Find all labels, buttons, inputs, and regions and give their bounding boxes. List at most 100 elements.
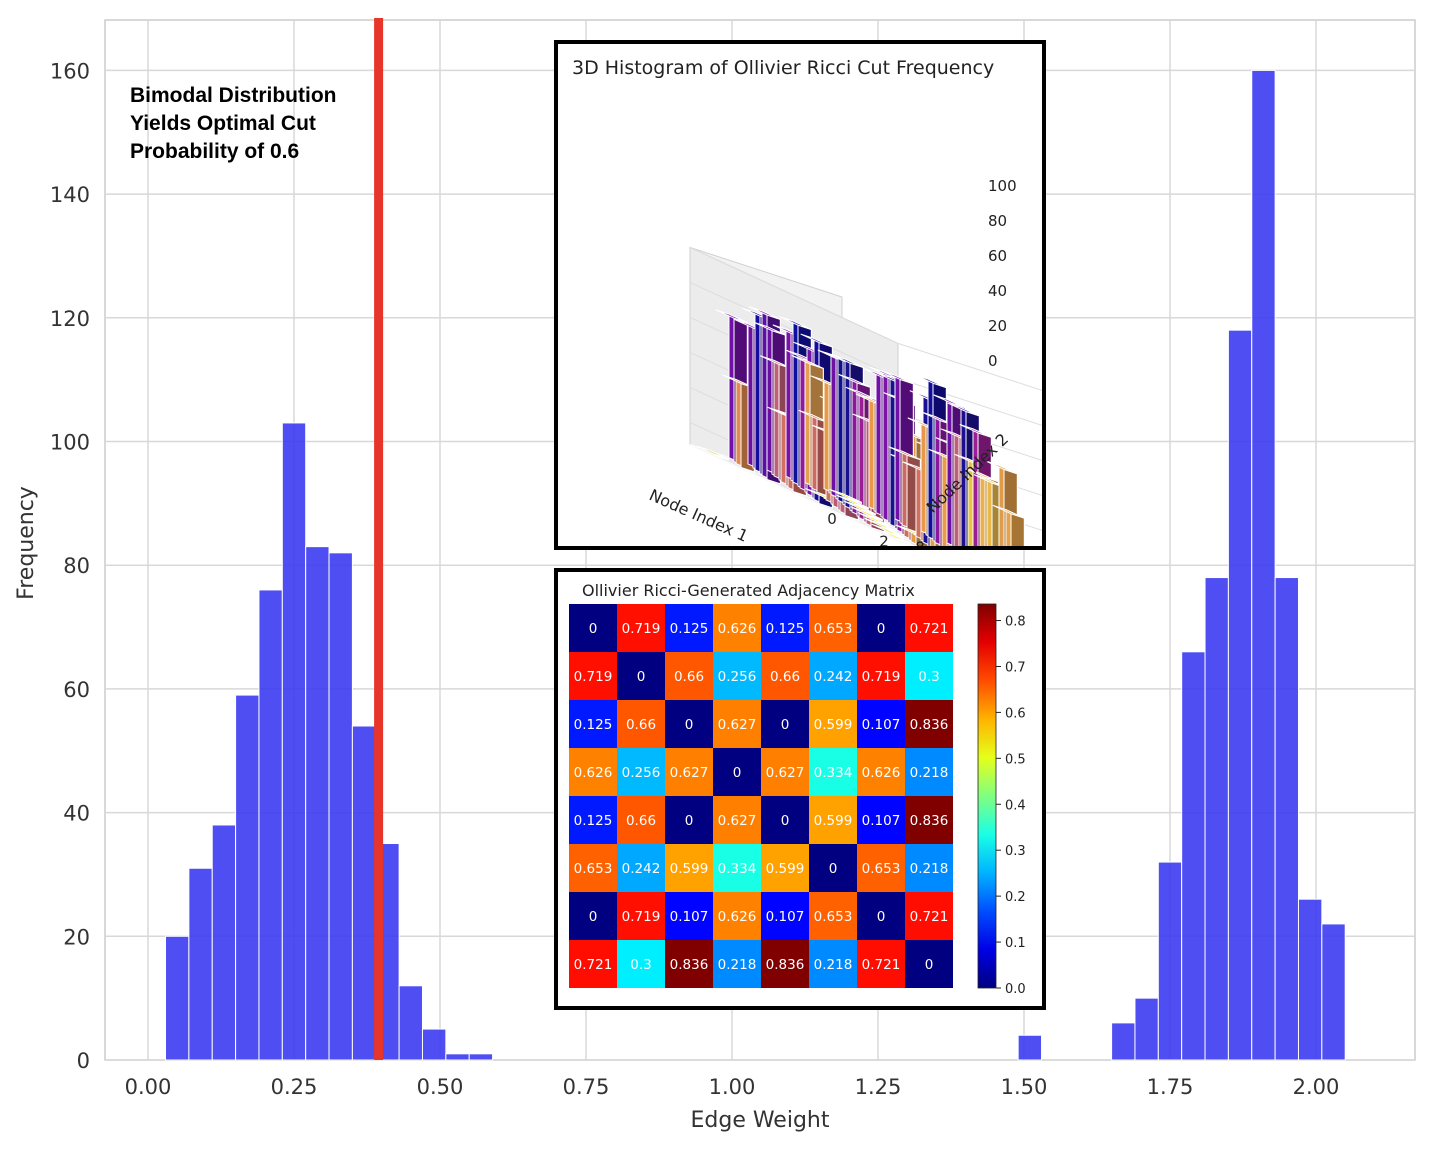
bar3d-chart: 3D Histogram of Ollivier Ricci Cut Frequ… bbox=[572, 57, 1042, 546]
heatmap-cell bbox=[809, 700, 857, 748]
heatmap-cell bbox=[761, 748, 809, 796]
bar3d-top-face bbox=[992, 504, 1025, 519]
heatmap-cell-label: 0.242 bbox=[814, 669, 853, 685]
heatmap-cell bbox=[569, 748, 617, 796]
bar3d bbox=[843, 500, 876, 516]
heatmap-cell bbox=[809, 796, 857, 844]
heatmap-cell-label: 0.125 bbox=[574, 717, 613, 733]
heatmap-cell-label: 0.3 bbox=[630, 957, 651, 973]
z-tick-label: 60 bbox=[988, 247, 1007, 265]
z-tick-label: 40 bbox=[988, 282, 1007, 300]
bar3d bbox=[696, 445, 729, 461]
heatmap-cell bbox=[761, 940, 809, 988]
bar3d-top-face bbox=[857, 512, 890, 526]
z-gridline bbox=[897, 377, 1042, 426]
bar3d-top-face bbox=[864, 518, 897, 532]
bar3d-top-face bbox=[985, 460, 1018, 475]
histogram-bar bbox=[1251, 69, 1276, 1061]
heatmap-cell bbox=[809, 652, 857, 700]
bar3d-side-face bbox=[1010, 513, 1025, 546]
colorbar-tick-label: 0.4 bbox=[1005, 798, 1026, 813]
heatmap-cell-label: 0.627 bbox=[766, 765, 805, 781]
heatmap-cell bbox=[665, 892, 713, 940]
bar3d-top-face bbox=[779, 316, 812, 330]
annotation-line: Probability of 0.6 bbox=[130, 140, 299, 163]
bar3d-top-face bbox=[696, 445, 729, 460]
histogram-bar bbox=[281, 422, 307, 1061]
z-tick-label: 20 bbox=[988, 317, 1007, 335]
histogram-bar bbox=[1321, 923, 1346, 1061]
heatmap-cell bbox=[617, 748, 665, 796]
heatmap-cell bbox=[713, 652, 761, 700]
heatmap-cell bbox=[617, 844, 665, 892]
histogram-bar bbox=[1181, 651, 1206, 1061]
colorbar-tick-label: 0.5 bbox=[1005, 752, 1026, 767]
heatmap-cell bbox=[617, 796, 665, 844]
heatmap-cell-label: 0.653 bbox=[574, 861, 613, 877]
heatmap-cell bbox=[569, 652, 617, 700]
x-axis-label: Node Index 1 bbox=[646, 485, 751, 546]
y-tick-label: 120 bbox=[50, 307, 90, 331]
heatmap-cell-label: 0.3 bbox=[918, 669, 939, 685]
bar3d-top-face bbox=[850, 506, 883, 521]
bar3d-top-face bbox=[966, 468, 999, 483]
z-gridline bbox=[897, 342, 1042, 391]
heatmap-cell bbox=[905, 700, 953, 748]
heatmap-cell-label: 0 bbox=[781, 813, 790, 829]
histogram-bar bbox=[398, 985, 423, 1061]
heatmap-cell-label: 0.719 bbox=[574, 669, 613, 685]
histogram-bar bbox=[188, 867, 213, 1061]
histogram-bar bbox=[258, 589, 283, 1061]
heatmap-cell-label: 0.599 bbox=[814, 717, 853, 733]
heatmap-cell-label: 0.836 bbox=[670, 957, 709, 973]
heatmap-cell bbox=[761, 604, 809, 652]
histogram-bar bbox=[351, 725, 377, 1061]
heatmap-cell bbox=[665, 844, 713, 892]
heatmap-cell-label: 0 bbox=[685, 717, 694, 733]
y-tick-label: 20 bbox=[63, 925, 90, 949]
heatmap-cell-label: 0.626 bbox=[862, 765, 901, 781]
heatmap-cell bbox=[905, 940, 953, 988]
bar3d-top-face bbox=[881, 370, 914, 385]
x-tick-label: 1.00 bbox=[709, 1075, 756, 1099]
z-gridline bbox=[689, 246, 899, 344]
heatmap-cell-label: 0.218 bbox=[718, 957, 757, 973]
heatmap-cell-label: 0.66 bbox=[626, 813, 656, 829]
histogram-bar bbox=[1134, 997, 1159, 1061]
histogram-bar bbox=[165, 935, 190, 1061]
heatmap-cell-label: 0 bbox=[877, 621, 886, 637]
heatmap-cell-label: 0.256 bbox=[718, 669, 757, 685]
heatmap-cell bbox=[713, 940, 761, 988]
heatmap-cell bbox=[617, 604, 665, 652]
heatmap-cell-label: 0 bbox=[925, 957, 934, 973]
heatmap-cell-label: 0.653 bbox=[814, 909, 853, 925]
heatmap-cell bbox=[569, 892, 617, 940]
heatmap-cell bbox=[905, 892, 953, 940]
heatmap-cell-label: 0 bbox=[685, 813, 694, 829]
heatmap-cell-label: 0.721 bbox=[910, 909, 949, 925]
y-tick-label: 80 bbox=[63, 554, 90, 578]
heatmap-cell bbox=[809, 940, 857, 988]
heatmap-cell-label: 0.626 bbox=[718, 909, 757, 925]
heatmap-cell bbox=[665, 748, 713, 796]
heatmap-cell-label: 0.599 bbox=[766, 861, 805, 877]
heatmap-cell bbox=[809, 892, 857, 940]
chart-title: 3D Histogram of Ollivier Ricci Cut Frequ… bbox=[572, 57, 994, 79]
heatmap-cell-label: 0.719 bbox=[862, 669, 901, 685]
y-tick-label: 140 bbox=[50, 183, 90, 207]
heatmap-cell-label: 0.719 bbox=[622, 909, 661, 925]
bar3d-top-face bbox=[843, 500, 876, 515]
x-tick-label: 1.25 bbox=[855, 1075, 902, 1099]
heatmap-cell-label: 0.627 bbox=[670, 765, 709, 781]
heatmap-cell-label: 0.107 bbox=[862, 813, 901, 829]
y-tick-label: 0 bbox=[77, 1049, 90, 1073]
heatmap-cell bbox=[761, 652, 809, 700]
heatmap-cell-label: 0.125 bbox=[574, 813, 613, 829]
heatmap-cell-label: 0.256 bbox=[622, 765, 661, 781]
bar3d-top-face bbox=[933, 394, 966, 409]
y-tick-label: 40 bbox=[63, 802, 90, 826]
heatmap-cell bbox=[569, 844, 617, 892]
y-tick-label: 60 bbox=[63, 678, 90, 702]
z-tick-label: 0 bbox=[988, 352, 998, 370]
heatmap-cell-label: 0.626 bbox=[574, 765, 613, 781]
